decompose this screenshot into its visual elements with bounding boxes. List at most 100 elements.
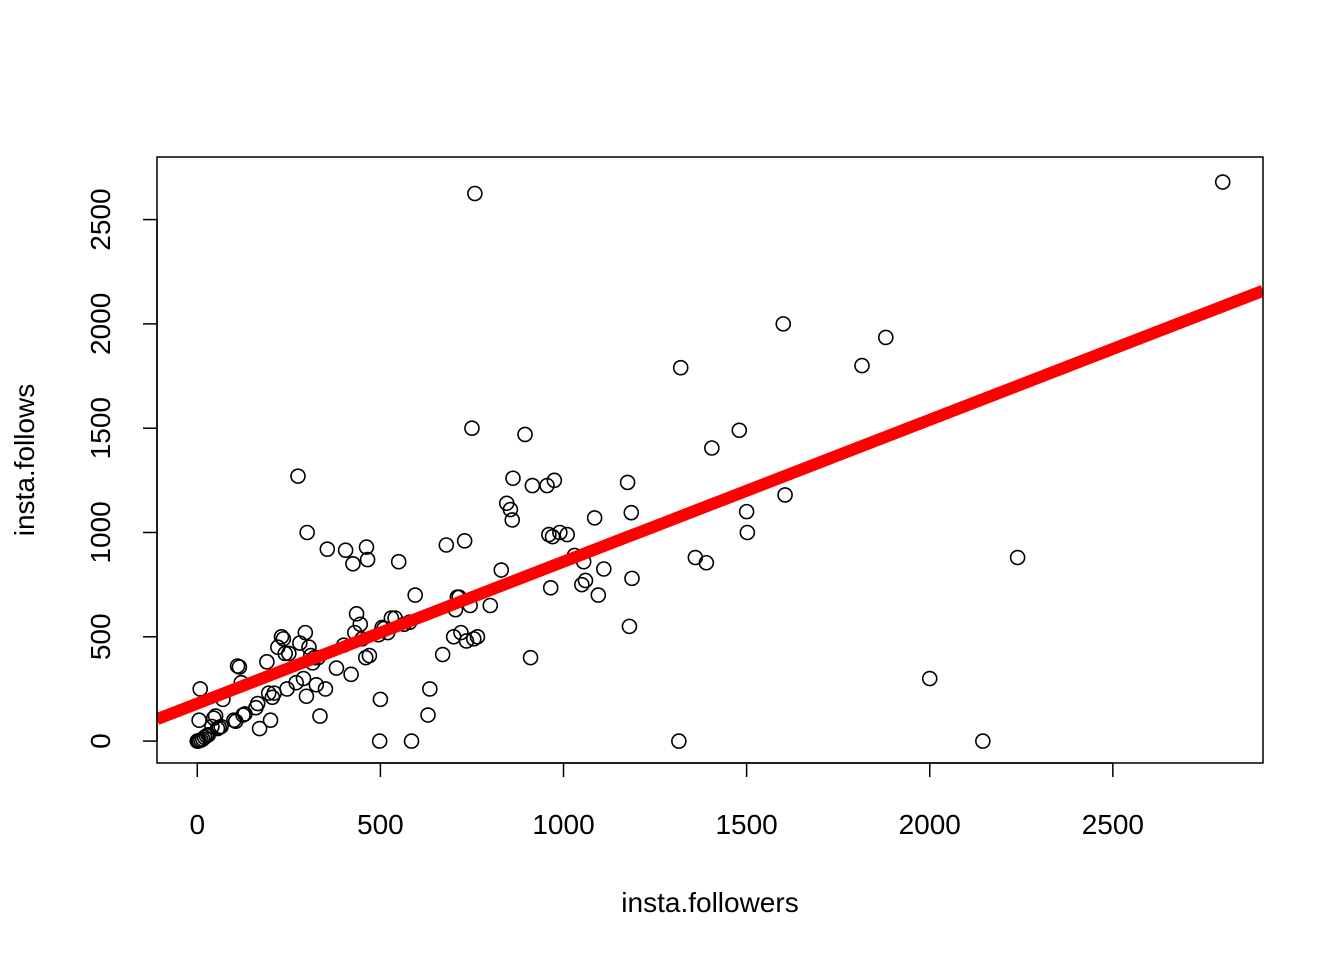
data-point	[458, 633, 475, 649]
y-tick-label: 500	[85, 613, 116, 660]
data-point	[260, 685, 277, 701]
data-point	[403, 733, 420, 749]
data-point	[275, 631, 292, 647]
data-point	[469, 628, 486, 645]
x-tick-label: 0	[189, 809, 205, 840]
data-point	[259, 654, 275, 670]
data-point	[407, 587, 423, 603]
x-tick-label: 2500	[1082, 809, 1144, 840]
data-point	[317, 681, 334, 697]
data-point	[624, 570, 640, 587]
data-point	[290, 468, 306, 484]
x-tick-label: 500	[357, 809, 404, 840]
data-point	[464, 420, 480, 436]
data-point	[590, 587, 607, 603]
data-point	[621, 618, 638, 635]
data-point	[277, 645, 293, 662]
data-point	[502, 501, 519, 518]
data-point	[493, 562, 510, 578]
data-point	[312, 708, 328, 724]
data-point	[975, 733, 991, 749]
data-point	[595, 561, 612, 577]
data-point	[456, 533, 473, 549]
data-point	[522, 649, 539, 666]
x-axis-title: insta.followers	[621, 887, 798, 918]
data-point	[273, 628, 290, 645]
data-point	[390, 553, 407, 570]
y-tick-label: 1500	[85, 397, 116, 459]
data-point	[731, 422, 748, 439]
data-point	[777, 487, 793, 503]
data-point	[687, 549, 704, 566]
data-point	[577, 572, 594, 589]
data-point	[453, 624, 469, 641]
data-point	[559, 526, 575, 543]
data-point	[192, 681, 209, 697]
data-point	[345, 555, 361, 572]
data-point	[194, 731, 211, 747]
data-point	[358, 539, 375, 555]
data-point	[517, 426, 533, 443]
data-point	[288, 674, 304, 691]
data-point	[544, 528, 561, 545]
data-point	[371, 733, 388, 749]
data-point	[319, 541, 336, 557]
data-point	[505, 470, 521, 487]
data-point	[438, 537, 455, 553]
data-points	[189, 174, 1231, 749]
data-point	[295, 670, 312, 687]
regression-line	[157, 285, 1263, 725]
data-point	[434, 646, 451, 663]
data-point	[854, 357, 870, 374]
data-point	[251, 720, 268, 737]
x-tick-label: 2000	[899, 809, 961, 840]
data-point	[357, 649, 374, 666]
data-point	[552, 524, 568, 541]
data-point	[465, 631, 482, 647]
data-point	[213, 718, 229, 735]
data-point	[1214, 174, 1231, 190]
y-tick-label: 2500	[85, 188, 116, 250]
data-point	[337, 542, 354, 559]
data-point	[196, 729, 213, 746]
data-point	[698, 554, 715, 571]
data-point	[586, 510, 603, 526]
data-point	[672, 359, 689, 376]
data-point	[671, 733, 687, 749]
data-point	[619, 474, 636, 491]
data-point	[738, 503, 755, 520]
x-axis: 0 500 1000 1500 2000 2500	[189, 762, 1144, 840]
data-point	[352, 616, 369, 633]
data-point	[191, 712, 207, 729]
data-point	[704, 440, 720, 456]
data-point	[921, 670, 938, 687]
data-point	[359, 551, 376, 568]
data-point	[372, 691, 389, 708]
data-point	[482, 597, 499, 614]
y-axis-title: insta.follows	[9, 384, 40, 537]
data-point	[422, 681, 438, 697]
y-axis: 0 500 1000 1500 2000 2500	[85, 188, 158, 749]
data-point	[1009, 549, 1026, 566]
data-point	[231, 659, 248, 675]
data-point	[328, 660, 345, 676]
data-point	[541, 526, 557, 543]
y-tick-label: 2000	[85, 293, 116, 355]
plot-frame	[156, 156, 1264, 764]
data-point	[467, 185, 483, 202]
data-point	[546, 472, 563, 489]
data-point	[775, 316, 792, 332]
x-tick-label: 1000	[532, 809, 594, 840]
data-point	[504, 512, 521, 528]
data-point	[623, 504, 640, 521]
data-point	[348, 606, 365, 622]
data-point	[281, 645, 297, 662]
data-point	[299, 524, 315, 541]
data-point	[343, 666, 359, 683]
y-tick-label: 0	[85, 733, 116, 749]
y-tick-label: 1000	[85, 501, 116, 563]
data-point	[308, 676, 325, 693]
data-point	[877, 329, 894, 346]
data-point	[297, 624, 314, 641]
